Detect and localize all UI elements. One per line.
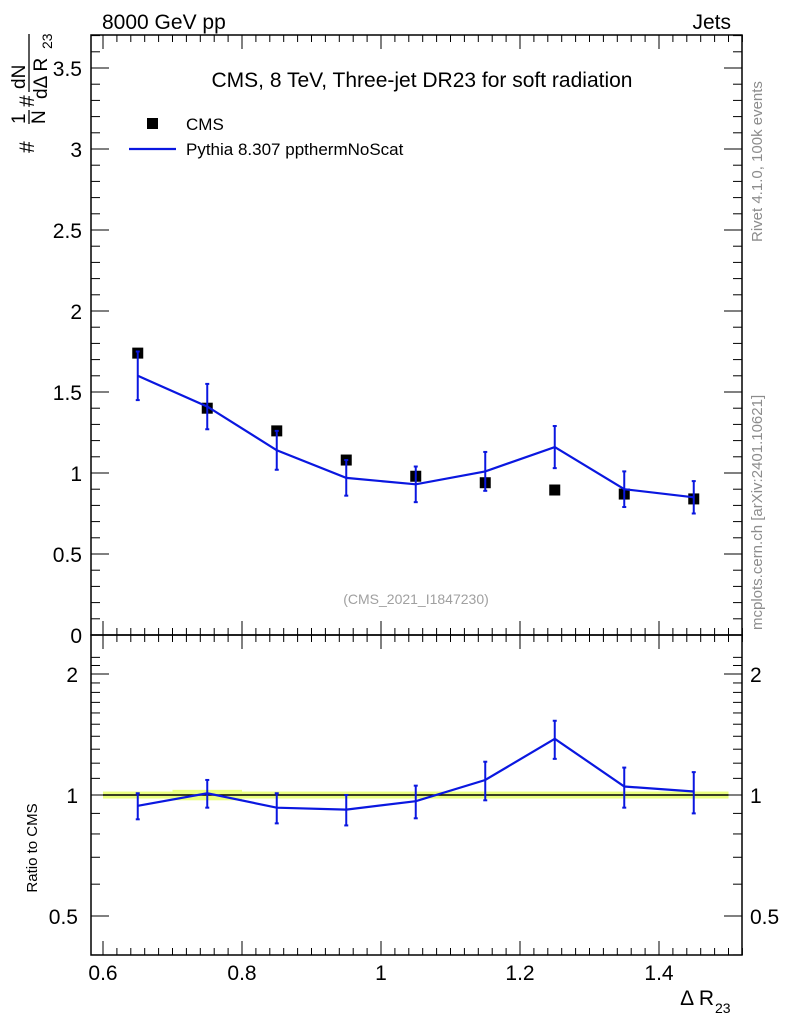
mcplots-reference-label: mcplots.cern.ch [arXiv:2401.10621] bbox=[749, 395, 766, 630]
ratio-y-tick-label-right: 1 bbox=[750, 785, 762, 808]
header-beam-label: 8000 GeV pp bbox=[102, 11, 226, 34]
header-process-label: Jets bbox=[692, 11, 731, 34]
x-tick-label: 0.6 bbox=[88, 962, 117, 985]
analysis-id-label: (CMS_2021_I1847230) bbox=[343, 591, 489, 607]
ratio-y-tick-label-right: 0.5 bbox=[750, 906, 779, 929]
legend-cms-marker bbox=[147, 118, 158, 129]
xlabel-subscript: 23 bbox=[715, 1000, 731, 1016]
x-axis-label: Δ R 23 bbox=[680, 987, 731, 1016]
ratio-y-tick-label: 1 bbox=[66, 785, 78, 808]
ylabel-hash-1: # bbox=[16, 141, 39, 153]
legend-pythia-label: Pythia 8.307 ppthermNoScat bbox=[186, 140, 404, 159]
x-tick-label: 1.4 bbox=[644, 962, 674, 985]
ratio-y-tick-label: 2 bbox=[66, 664, 78, 687]
cms-data-point bbox=[549, 484, 561, 496]
ylabel-frac1-denominator: N bbox=[29, 110, 50, 124]
ylabel-subscript: 23 bbox=[39, 33, 55, 49]
legend-cms-label: CMS bbox=[186, 115, 224, 134]
main-y-axis-label: # 1 N # dN dΔ R 23 bbox=[9, 33, 55, 153]
x-tick-label: 1.2 bbox=[505, 962, 534, 985]
legend: CMS Pythia 8.307 ppthermNoScat bbox=[129, 115, 404, 159]
main-plot-title: CMS, 8 TeV, Three-jet DR23 for soft radi… bbox=[212, 69, 633, 92]
ratio-y-axis-label: Ratio to CMS bbox=[24, 803, 41, 892]
main-y-tick-label: 0.5 bbox=[53, 544, 82, 567]
main-panel: 0 0.5 1 1.5 2 2.5 3 3.5 bbox=[53, 34, 743, 648]
ylabel-frac2-denominator: dΔ R bbox=[31, 58, 52, 99]
ylabel-frac1-numerator: 1 bbox=[9, 113, 30, 124]
main-y-tick-label: 3 bbox=[70, 139, 82, 162]
ylabel-frac2-numerator: dN bbox=[9, 65, 30, 89]
rivet-version-label: Rivet 4.1.0, 100k events bbox=[749, 81, 766, 242]
main-y-tick-label: 0 bbox=[70, 625, 82, 648]
main-y-tick-label: 3.5 bbox=[53, 58, 82, 81]
ratio-panel: 0.6 0.8 1 1.2 1.4 0.5 0.5 1 1 2 2 bbox=[49, 634, 779, 985]
main-y-tick-label: 2 bbox=[70, 301, 82, 324]
main-y-tick-label: 1.5 bbox=[53, 382, 82, 405]
x-tick-label: 0.8 bbox=[227, 962, 256, 985]
ratio-y-tick-label: 0.5 bbox=[49, 906, 78, 929]
ratio-y-tick-label-right: 2 bbox=[750, 664, 762, 687]
x-tick-label: 1 bbox=[375, 962, 387, 985]
ylabel-hash-2: # bbox=[16, 95, 39, 107]
main-y-tick-label: 2.5 bbox=[53, 220, 82, 243]
xlabel-main: Δ R bbox=[680, 987, 714, 1010]
main-y-tick-label: 1 bbox=[70, 463, 82, 486]
